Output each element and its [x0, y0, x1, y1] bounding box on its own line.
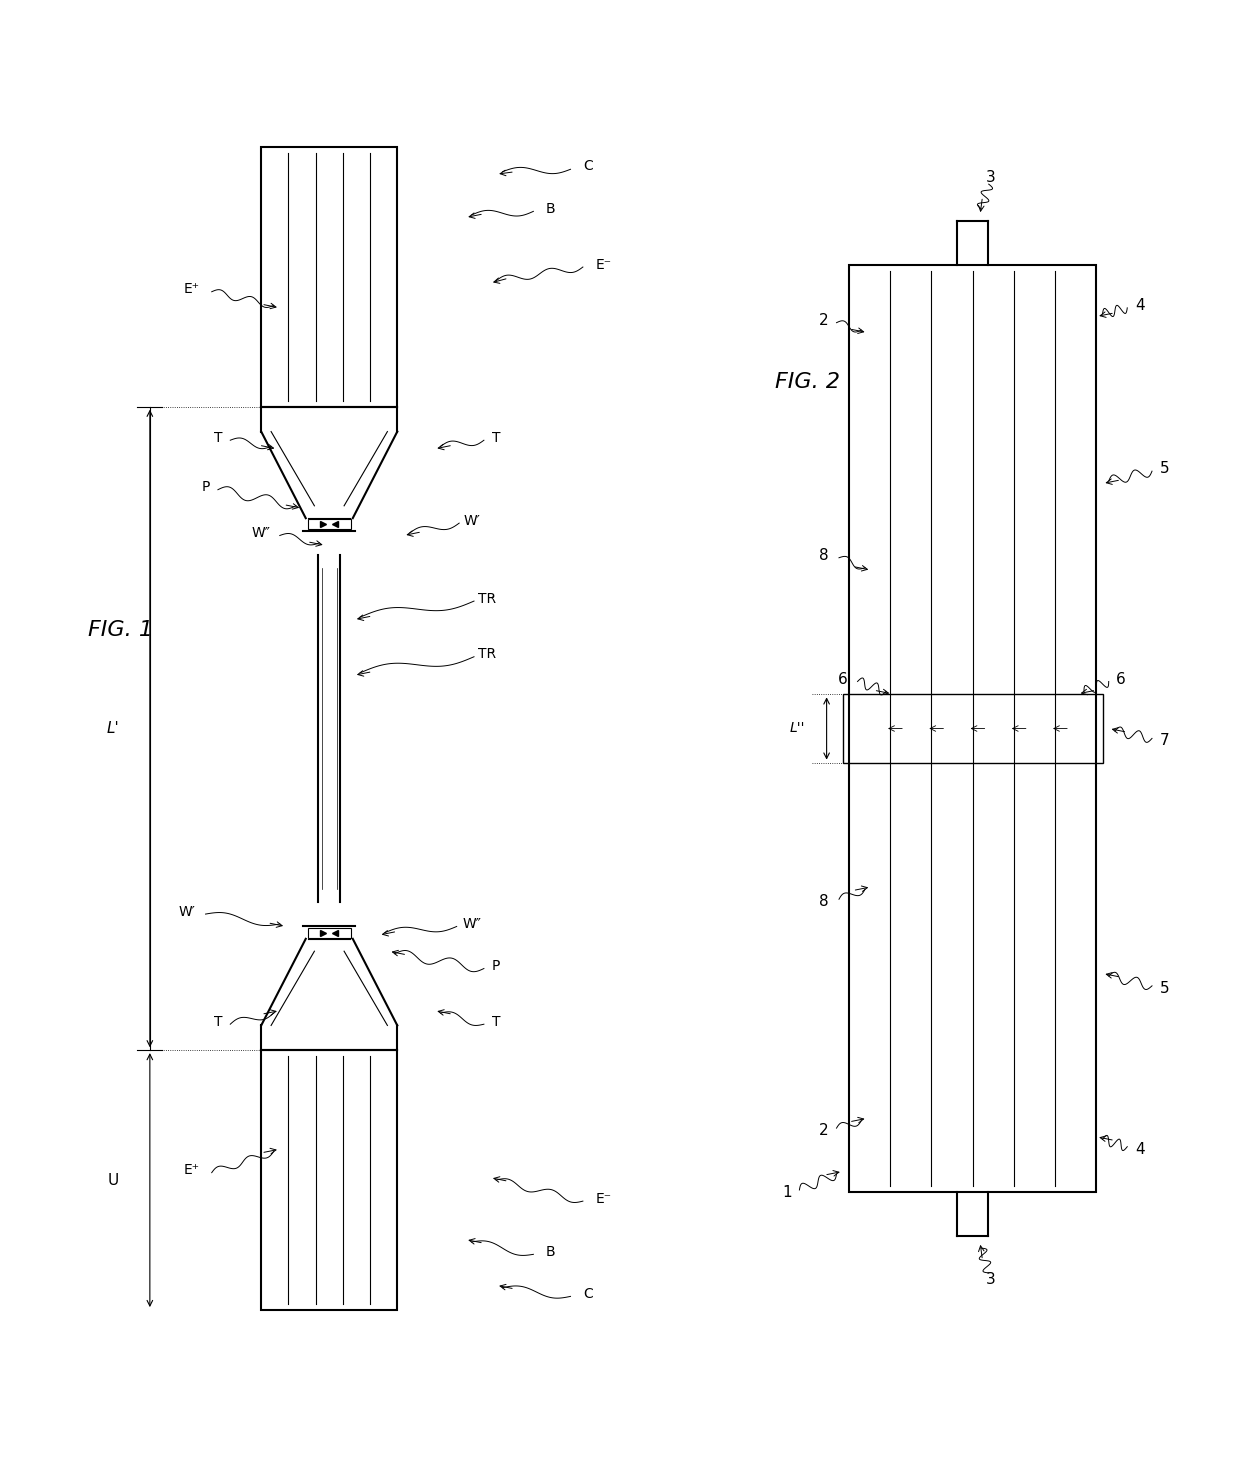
Text: 4: 4 [1135, 297, 1145, 313]
Text: E⁻: E⁻ [595, 258, 611, 271]
Text: U: U [108, 1173, 119, 1187]
Text: T: T [492, 1014, 501, 1029]
Text: P: P [492, 959, 501, 973]
Bar [308, 928, 351, 938]
Text: P: P [201, 481, 210, 494]
Text: B: B [546, 1244, 556, 1259]
Text: FIG. 2: FIG. 2 [775, 372, 839, 392]
Text: 4: 4 [1135, 1142, 1145, 1157]
Text: TR: TR [477, 592, 496, 606]
Text: 7: 7 [1159, 733, 1169, 749]
Text: 2: 2 [820, 313, 830, 328]
Text: T: T [213, 1014, 222, 1029]
Bar [849, 265, 1096, 1192]
Text: 6: 6 [838, 672, 848, 686]
Text: 2: 2 [820, 1123, 830, 1138]
Text: L': L' [107, 721, 119, 736]
Text: 1: 1 [782, 1185, 792, 1201]
Text: C: C [583, 1287, 593, 1301]
Bar [308, 519, 351, 529]
Text: TR: TR [477, 647, 496, 661]
Bar [262, 1050, 397, 1310]
Text: T: T [492, 431, 501, 444]
Text: E⁻: E⁻ [595, 1192, 611, 1205]
Text: 6: 6 [1116, 672, 1126, 686]
Text: 5: 5 [1159, 981, 1169, 995]
Text: W′: W′ [463, 514, 480, 527]
Text: 3: 3 [986, 1272, 996, 1287]
Text: W′: W′ [179, 905, 196, 918]
Text: 5: 5 [1159, 462, 1169, 476]
Text: 8: 8 [820, 548, 830, 562]
Text: 3: 3 [986, 170, 996, 185]
Text: L'': L'' [790, 721, 806, 736]
Bar [843, 695, 1102, 762]
Text: W″: W″ [252, 526, 270, 541]
Text: E⁺: E⁺ [184, 1163, 200, 1177]
Text: T: T [213, 431, 222, 444]
Text: C: C [583, 159, 593, 172]
Text: B: B [546, 203, 556, 216]
Bar [262, 147, 397, 407]
Text: W″: W″ [463, 916, 481, 931]
Text: FIG. 1: FIG. 1 [88, 619, 153, 640]
Text: 8: 8 [820, 895, 830, 909]
Text: E⁺: E⁺ [184, 283, 200, 296]
